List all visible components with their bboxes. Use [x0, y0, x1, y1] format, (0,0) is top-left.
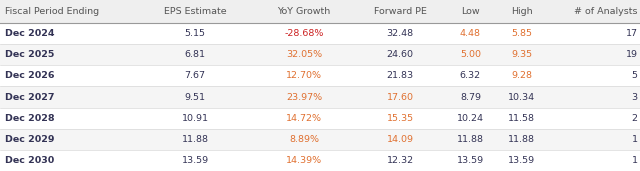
Text: Dec 2028: Dec 2028 [5, 114, 55, 123]
Text: 6.32: 6.32 [460, 71, 481, 80]
Text: 8.89%: 8.89% [289, 135, 319, 144]
Text: 10.24: 10.24 [457, 114, 484, 123]
Text: 23.97%: 23.97% [286, 93, 322, 102]
Text: 14.39%: 14.39% [286, 156, 322, 165]
Text: 17.60: 17.60 [387, 93, 413, 102]
Bar [0, 87, 640, 108]
Text: 13.59: 13.59 [508, 156, 535, 165]
Text: 5.00: 5.00 [460, 50, 481, 59]
Text: 6.81: 6.81 [185, 50, 205, 59]
Text: 8.79: 8.79 [460, 93, 481, 102]
Text: 2: 2 [632, 114, 637, 123]
Text: Low: Low [461, 7, 480, 16]
Text: 19: 19 [625, 50, 637, 59]
Text: Dec 2024: Dec 2024 [5, 29, 54, 38]
Text: 11.88: 11.88 [457, 135, 484, 144]
Bar [0, 0, 640, 23]
Text: EPS Estimate: EPS Estimate [164, 7, 227, 16]
Text: 10.91: 10.91 [182, 114, 209, 123]
Text: YoY Growth: YoY Growth [277, 7, 331, 16]
Text: 10.34: 10.34 [508, 93, 535, 102]
Text: 4.48: 4.48 [460, 29, 481, 38]
Text: 1: 1 [632, 135, 637, 144]
Bar [0, 150, 640, 171]
Text: 13.59: 13.59 [182, 156, 209, 165]
Bar [0, 23, 640, 44]
Text: 14.72%: 14.72% [286, 114, 322, 123]
Text: 24.60: 24.60 [387, 50, 413, 59]
Bar [0, 129, 640, 150]
Text: 12.32: 12.32 [387, 156, 413, 165]
Text: 11.88: 11.88 [508, 135, 535, 144]
Text: -28.68%: -28.68% [284, 29, 324, 38]
Bar [0, 44, 640, 65]
Text: Forward PE: Forward PE [374, 7, 426, 16]
Text: 17: 17 [625, 29, 637, 38]
Text: Dec 2030: Dec 2030 [5, 156, 54, 165]
Text: 21.83: 21.83 [387, 71, 413, 80]
Text: 32.05%: 32.05% [286, 50, 322, 59]
Text: 14.09: 14.09 [387, 135, 413, 144]
Text: Dec 2027: Dec 2027 [5, 93, 54, 102]
Text: Fiscal Period Ending: Fiscal Period Ending [5, 7, 99, 16]
Text: Dec 2029: Dec 2029 [5, 135, 54, 144]
Text: 11.88: 11.88 [182, 135, 209, 144]
Text: 5.15: 5.15 [185, 29, 205, 38]
Text: 9.35: 9.35 [511, 50, 532, 59]
Text: 1: 1 [632, 156, 637, 165]
Text: 13.59: 13.59 [457, 156, 484, 165]
Text: High: High [511, 7, 532, 16]
Text: 5: 5 [632, 71, 637, 80]
Bar [0, 108, 640, 129]
Bar [0, 65, 640, 87]
Text: 3: 3 [631, 93, 637, 102]
Text: 7.67: 7.67 [185, 71, 205, 80]
Text: # of Analysts: # of Analysts [574, 7, 637, 16]
Text: 15.35: 15.35 [387, 114, 413, 123]
Text: 11.58: 11.58 [508, 114, 535, 123]
Text: Dec 2025: Dec 2025 [5, 50, 54, 59]
Text: 5.85: 5.85 [511, 29, 532, 38]
Text: 32.48: 32.48 [387, 29, 413, 38]
Text: Dec 2026: Dec 2026 [5, 71, 54, 80]
Text: 9.28: 9.28 [511, 71, 532, 80]
Text: 9.51: 9.51 [185, 93, 205, 102]
Text: 12.70%: 12.70% [286, 71, 322, 80]
